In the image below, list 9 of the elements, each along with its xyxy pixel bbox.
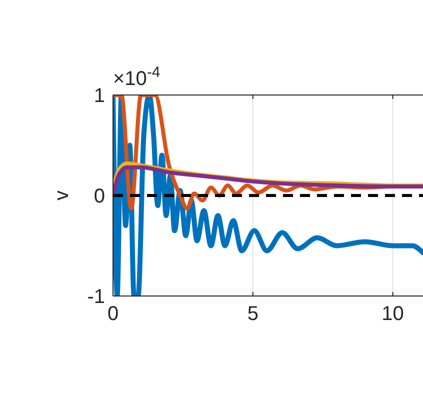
x-tick-label: 10: [382, 303, 404, 325]
y-tick-label: -1: [87, 286, 105, 308]
line-series: [113, 165, 423, 198]
x-tick-label: 5: [247, 303, 258, 325]
y-axis-title: v: [51, 190, 73, 200]
x-tick-label: 0: [107, 303, 119, 325]
y-tick-label: 1: [94, 85, 105, 107]
y-tick-label: 0: [94, 186, 105, 208]
text: ×10$^{-4}$: [113, 64, 160, 90]
